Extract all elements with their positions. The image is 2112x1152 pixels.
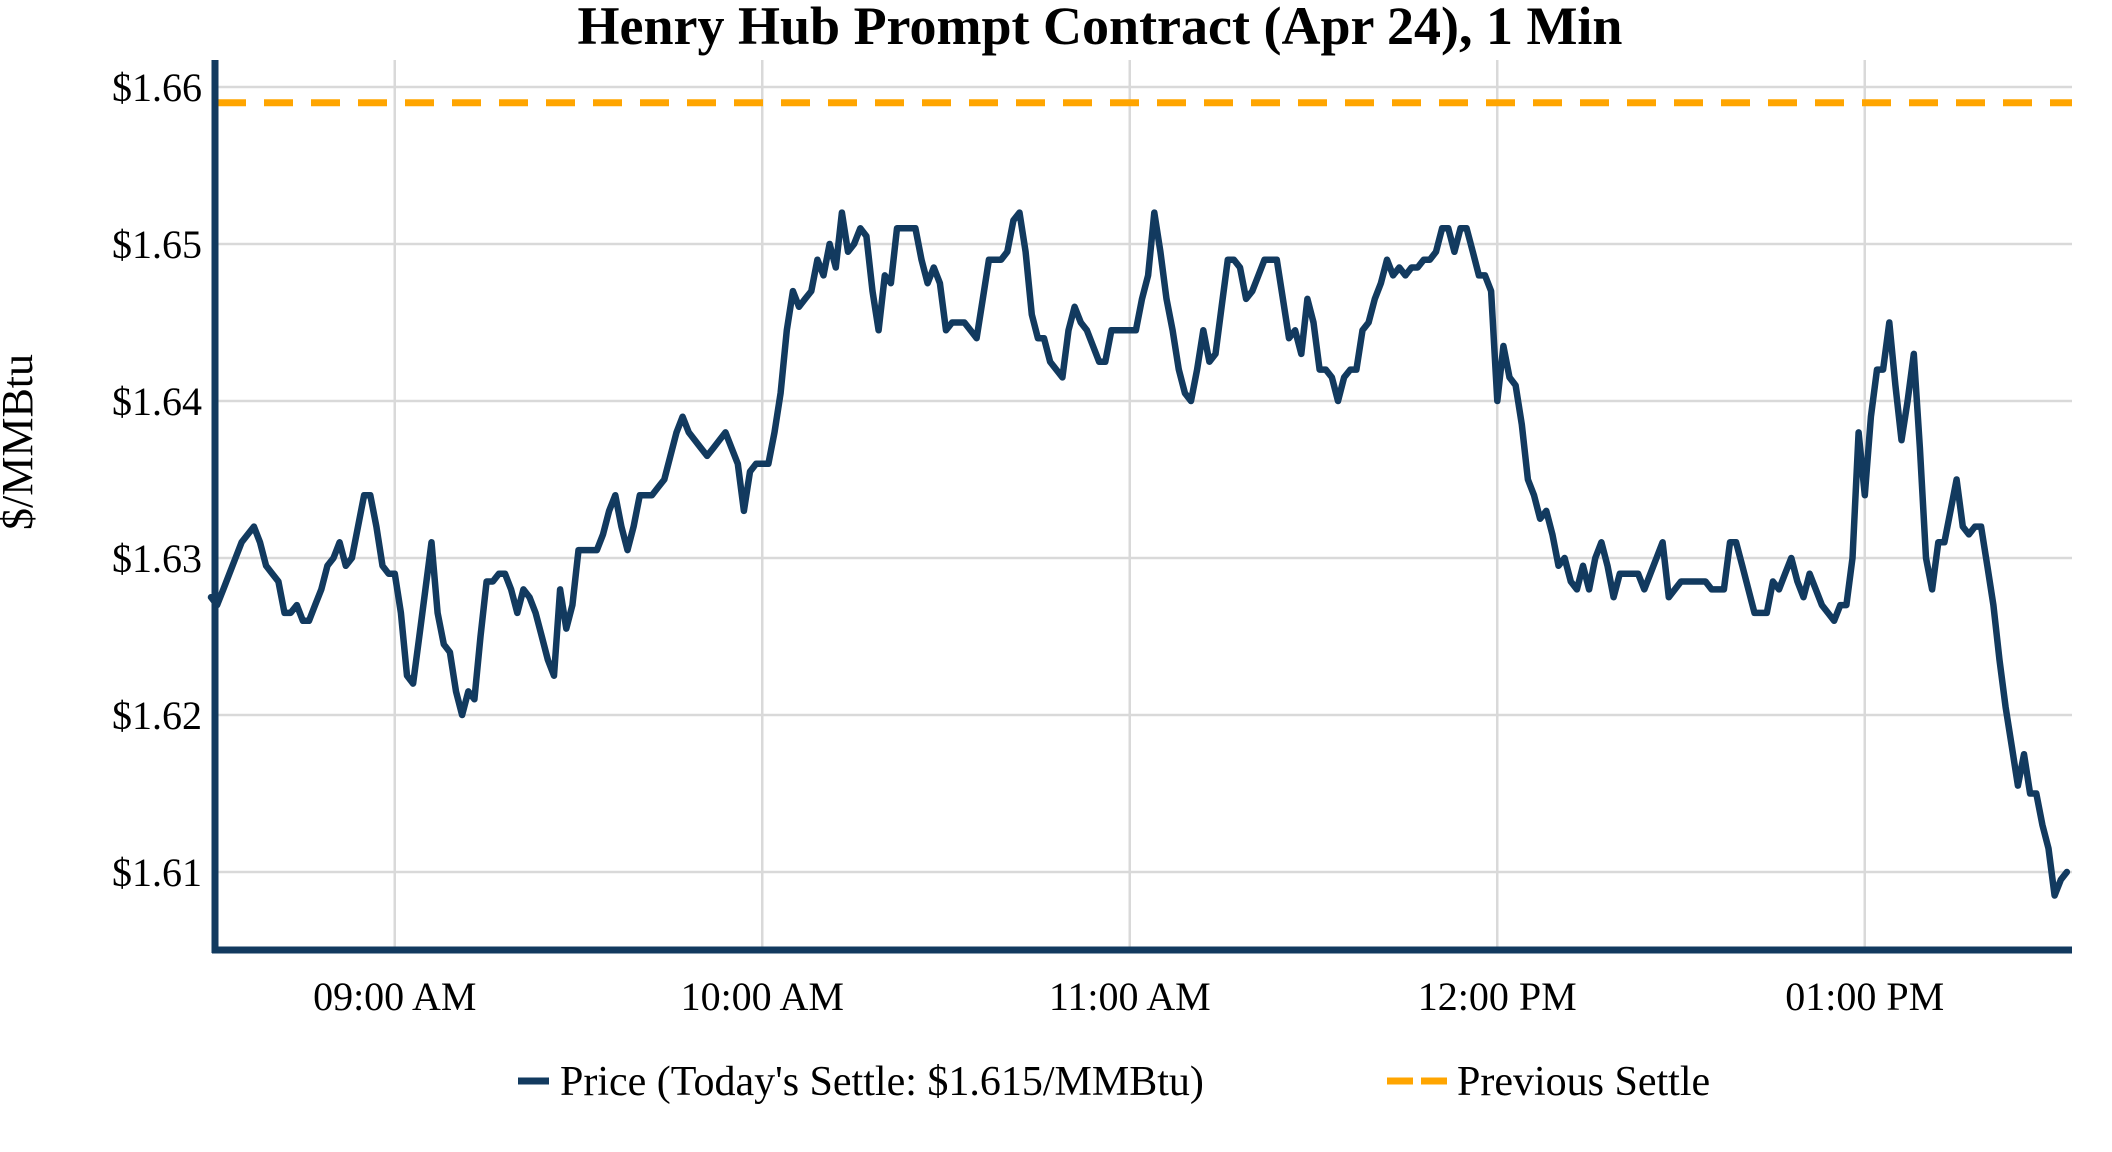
y-tick-label: $1.63 (112, 536, 202, 581)
y-tick-label: $1.65 (112, 222, 202, 267)
series-layer (207, 99, 2072, 899)
legend-previous-settle-label: Previous Settle (1457, 1059, 1710, 1105)
x-tick-label: 01:00 PM (1785, 974, 1944, 1019)
grid-layer (212, 60, 2072, 947)
axis-spine-layer (211, 60, 2072, 954)
tick-label-layer: $1.61 $1.62 $1.63 $1.64 $1.65 $1.66 09:00 AM 10… (112, 65, 1944, 1019)
y-tick-label: $1.66 (112, 65, 202, 110)
x-tick-label: 12:00 PM (1418, 974, 1577, 1019)
chart-title: Henry Hub Prompt Contract (Apr 24), 1 Mi… (578, 0, 1623, 56)
x-tick-label: 10:00 AM (681, 974, 844, 1019)
legend-price-label: Price (Today's Settle: $1.615/MMBtu) (560, 1059, 1204, 1105)
x-tick-label: 09:00 AM (313, 974, 476, 1019)
y-tick-label: $1.64 (112, 379, 202, 424)
y-tick-label: $1.62 (112, 693, 202, 738)
x-tick-label: 11:00 AM (1049, 974, 1211, 1019)
legend: Price (Today's Settle: $1.615/MMBtu) Pre… (518, 1059, 1710, 1105)
y-tick-label: $1.61 (112, 850, 202, 895)
price-line (207, 209, 2071, 899)
y-axis-title: $/MMBtu (0, 354, 42, 530)
